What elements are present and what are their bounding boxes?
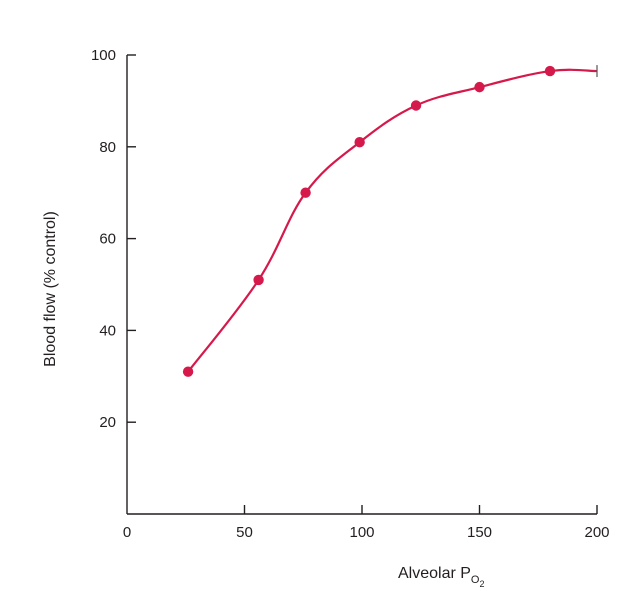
y-tick-label: 20 [99,414,116,431]
data-point [253,274,264,286]
data-point [474,81,485,93]
axes [126,55,597,515]
data-point [544,65,556,77]
x-tick-label: 0 [123,524,131,541]
x-tick-label: 150 [467,524,492,541]
x-tick-label: 50 [236,524,253,541]
y-tick-label: 60 [99,231,116,248]
x-tick-label: 100 [349,524,374,541]
y-axis-title: Blood flow (% control) [42,211,59,367]
data-point [182,366,194,377]
data-point [300,187,311,198]
data-point [410,100,422,111]
y-tick-label: 80 [99,139,116,156]
data-point [354,137,365,148]
x-axis-title-main: Alveolar P [398,565,471,582]
x-axis-title: Alveolar PO2 [398,565,485,589]
y-tick-label: 100 [91,47,116,64]
x-axis-title-sub: O [471,574,480,586]
series [182,65,598,377]
ticks: 20 40 60 80 100 0 50 100 150 200 [91,47,610,541]
x-tick-label: 200 [584,524,609,541]
series-line [187,68,598,373]
x-axis-title-subsub: 2 [479,579,484,589]
y-tick-label: 40 [99,322,116,339]
